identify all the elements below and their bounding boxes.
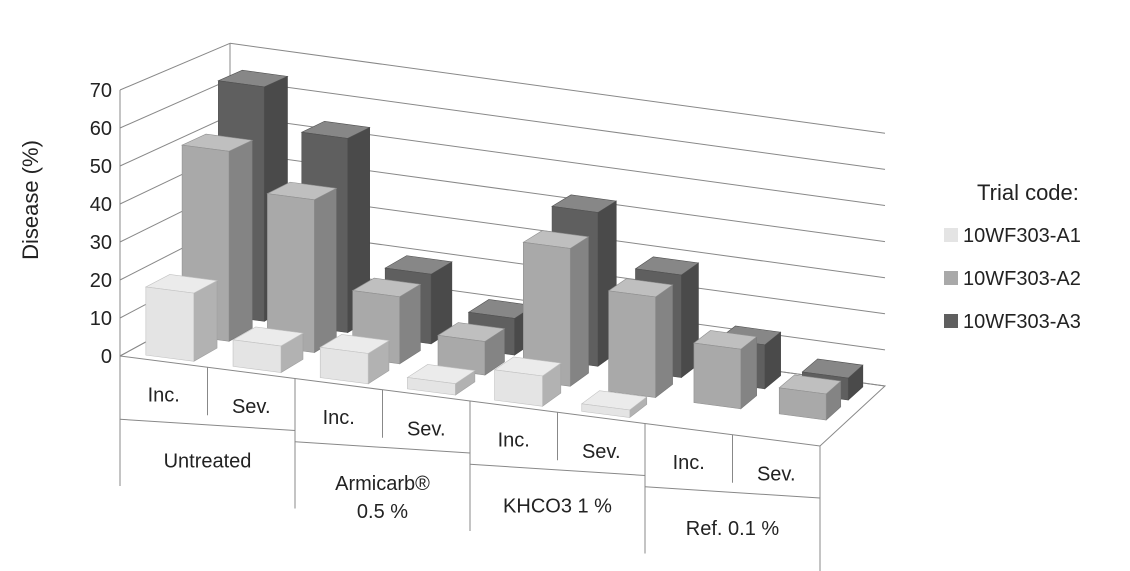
legend-item: 10WF303-A2 xyxy=(944,268,1081,290)
group-label: Untreated xyxy=(164,450,252,472)
bar-side xyxy=(228,139,253,342)
category-label: Sev. xyxy=(582,441,621,463)
bar xyxy=(232,326,304,374)
bar xyxy=(778,374,842,421)
bar-side xyxy=(314,187,337,354)
y-tick-label: 0 xyxy=(101,346,112,368)
legend-label: 10WF303-A2 xyxy=(963,268,1081,290)
legend-swatch xyxy=(944,271,958,285)
legend: 10WF303-A1 10WF303-A2 10WF303-A3 xyxy=(944,225,1081,333)
group-underline xyxy=(644,486,821,499)
bar-front xyxy=(778,387,827,421)
y-tick-label: 70 xyxy=(90,80,112,102)
bar-front xyxy=(693,342,742,410)
side-gridline xyxy=(119,78,231,129)
legend-swatch xyxy=(944,314,958,328)
legend-label: 10WF303-A1 xyxy=(963,225,1081,247)
bar xyxy=(437,322,506,376)
bar-side xyxy=(569,236,589,387)
y-tick-label: 10 xyxy=(90,308,112,330)
category-label: Sev. xyxy=(757,463,796,485)
y-tick-label: 50 xyxy=(90,156,112,178)
bar xyxy=(266,181,338,354)
category-label: Sev. xyxy=(232,396,271,418)
bar-side xyxy=(655,284,673,399)
side-gridline xyxy=(119,115,231,167)
bar-side xyxy=(193,280,218,362)
bar xyxy=(406,364,476,396)
bar-front xyxy=(494,369,543,407)
category-label: Sev. xyxy=(407,418,446,440)
bar xyxy=(493,356,562,407)
bar-front xyxy=(319,346,369,385)
bar-front xyxy=(581,403,631,418)
group-underline xyxy=(294,441,471,454)
category-label: Inc. xyxy=(498,430,530,452)
gridline xyxy=(229,42,886,134)
y-tick-label: 20 xyxy=(90,270,112,292)
bar xyxy=(319,334,390,385)
bar-front xyxy=(267,193,315,353)
bars-layer xyxy=(144,69,864,421)
y-tick-label: 60 xyxy=(90,118,112,140)
bar-front xyxy=(608,290,656,398)
y-axis-label: Disease (%) xyxy=(18,140,43,260)
axis-layer: 0 10 20 30 40 50 60 70 Inc. Sev. Inc. Sev. Inc. Sev. I… xyxy=(90,80,821,571)
bar xyxy=(580,390,648,419)
bar-side xyxy=(399,283,421,365)
side-gridline xyxy=(119,42,231,91)
bar xyxy=(693,330,758,410)
bar xyxy=(144,274,219,362)
group-label: Ref. 0.1 % xyxy=(686,518,780,540)
y-tick-label: 30 xyxy=(90,232,112,254)
legend-item: 10WF303-A1 xyxy=(944,225,1081,247)
group-underline xyxy=(119,418,296,431)
bar-front xyxy=(145,286,195,362)
bar xyxy=(522,230,590,387)
group-label: 0.5 % xyxy=(357,501,408,523)
legend-label: 10WF303-A3 xyxy=(963,311,1081,333)
category-label: Inc. xyxy=(323,407,355,429)
category-label: Inc. xyxy=(673,452,705,474)
bar xyxy=(607,278,674,399)
category-label: Inc. xyxy=(148,385,180,407)
bar-front xyxy=(407,377,456,396)
group-label: Armicarb® xyxy=(335,473,430,495)
gridline xyxy=(229,78,886,170)
legend-swatch xyxy=(944,228,958,242)
legend-item: 10WF303-A3 xyxy=(944,311,1081,333)
y-tick-label: 40 xyxy=(90,194,112,216)
legend-title: Trial code: xyxy=(977,180,1079,205)
group-underline xyxy=(469,463,646,476)
group-label: KHCO3 1 % xyxy=(503,495,612,517)
bar-front xyxy=(232,339,282,373)
